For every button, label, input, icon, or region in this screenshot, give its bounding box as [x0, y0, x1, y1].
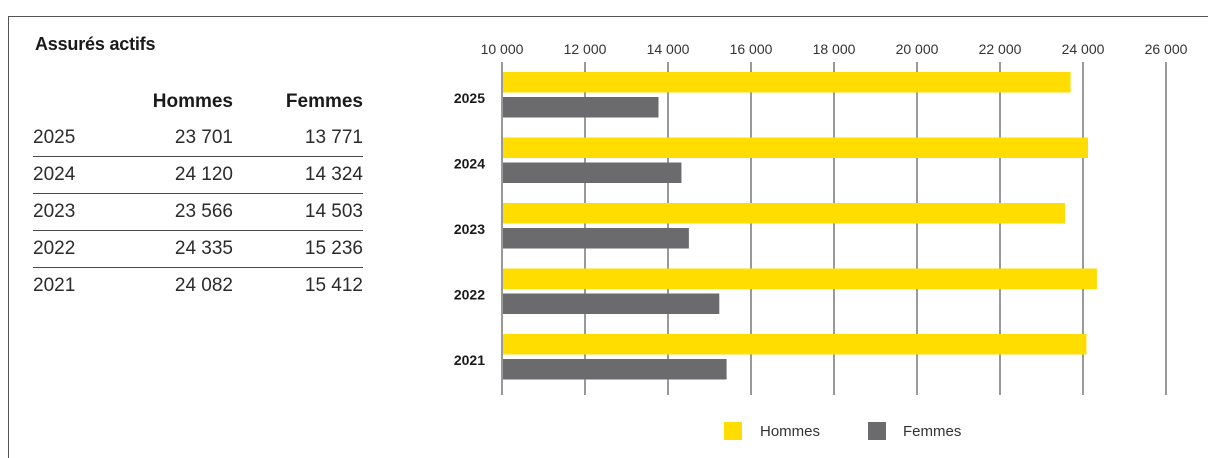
category-label: 2021: [454, 352, 485, 368]
x-tick-label: 18 000: [813, 41, 856, 57]
x-tick-label: 14 000: [647, 41, 690, 57]
bar-femmes: [503, 293, 720, 314]
frame-top-border: [8, 16, 1208, 17]
bar-femmes: [503, 97, 659, 118]
x-tick-label: 20 000: [896, 41, 939, 57]
category-label: 2024: [454, 156, 485, 172]
table-row: 2024 24 120 14 324: [33, 156, 363, 194]
bar-femmes: [503, 359, 727, 380]
table-cell-hommes: 24 082: [174, 275, 233, 296]
bar-femmes: [503, 228, 689, 249]
bar-hommes: [503, 72, 1071, 93]
x-tick-label: 26 000: [1145, 41, 1188, 57]
data-table: Hommes Femmes 2025 23 701 13 771 2024 24…: [33, 84, 363, 304]
table-cell-hommes: 24 120: [133, 156, 233, 194]
table-cell-year: 2023: [33, 193, 133, 231]
frame-left-border: [8, 16, 9, 458]
table-cell-hommes: 23 566: [133, 193, 233, 231]
table-cell-year: 2025: [33, 120, 133, 157]
table-cell-femmes: 13 771: [233, 120, 363, 157]
category-label: 2022: [454, 287, 485, 303]
x-tick-label: 24 000: [1062, 41, 1105, 57]
bar-hommes: [503, 203, 1065, 224]
table-header-row: Hommes Femmes: [33, 84, 363, 120]
table-cell-hommes: 23 701: [133, 120, 233, 157]
category-label: 2023: [454, 221, 485, 237]
table-row: 2022 24 335 15 236: [33, 230, 363, 268]
x-tick-label: 16 000: [730, 41, 773, 57]
bar-hommes: [503, 137, 1088, 158]
x-tick-label: 22 000: [979, 41, 1022, 57]
legend-swatch-femmes: [868, 422, 886, 440]
x-tick-label: 12 000: [564, 41, 607, 57]
table-cell-femmes: 15 412: [304, 275, 363, 296]
bar-femmes: [503, 162, 682, 183]
table-row: 2021 24 082 15 412: [33, 268, 363, 305]
table-header-femmes: Femmes: [285, 91, 363, 112]
x-tick-label: 10 000: [481, 41, 524, 57]
table-cell-year: 2021: [33, 275, 76, 296]
table-header-hommes: Hommes: [152, 91, 233, 112]
legend-label-hommes: Hommes: [760, 423, 821, 440]
table-row: 2023 23 566 14 503: [33, 193, 363, 231]
table-cell-hommes: 24 335: [133, 230, 233, 268]
category-label: 2025: [454, 90, 485, 106]
table-cell-year: 2024: [33, 156, 133, 194]
table-cell-femmes: 15 236: [233, 230, 363, 268]
table-cell-femmes: 14 324: [233, 156, 363, 194]
table-cell-year: 2022: [33, 230, 133, 268]
bar-hommes: [503, 268, 1097, 289]
table-row: 2025 23 701 13 771: [33, 120, 363, 157]
chart-title: Assurés actifs: [35, 34, 156, 54]
legend-swatch-hommes: [724, 422, 742, 440]
bar-hommes: [503, 334, 1087, 355]
legend-label-femmes: Femmes: [903, 423, 962, 440]
table-cell-femmes: 14 503: [233, 193, 363, 231]
